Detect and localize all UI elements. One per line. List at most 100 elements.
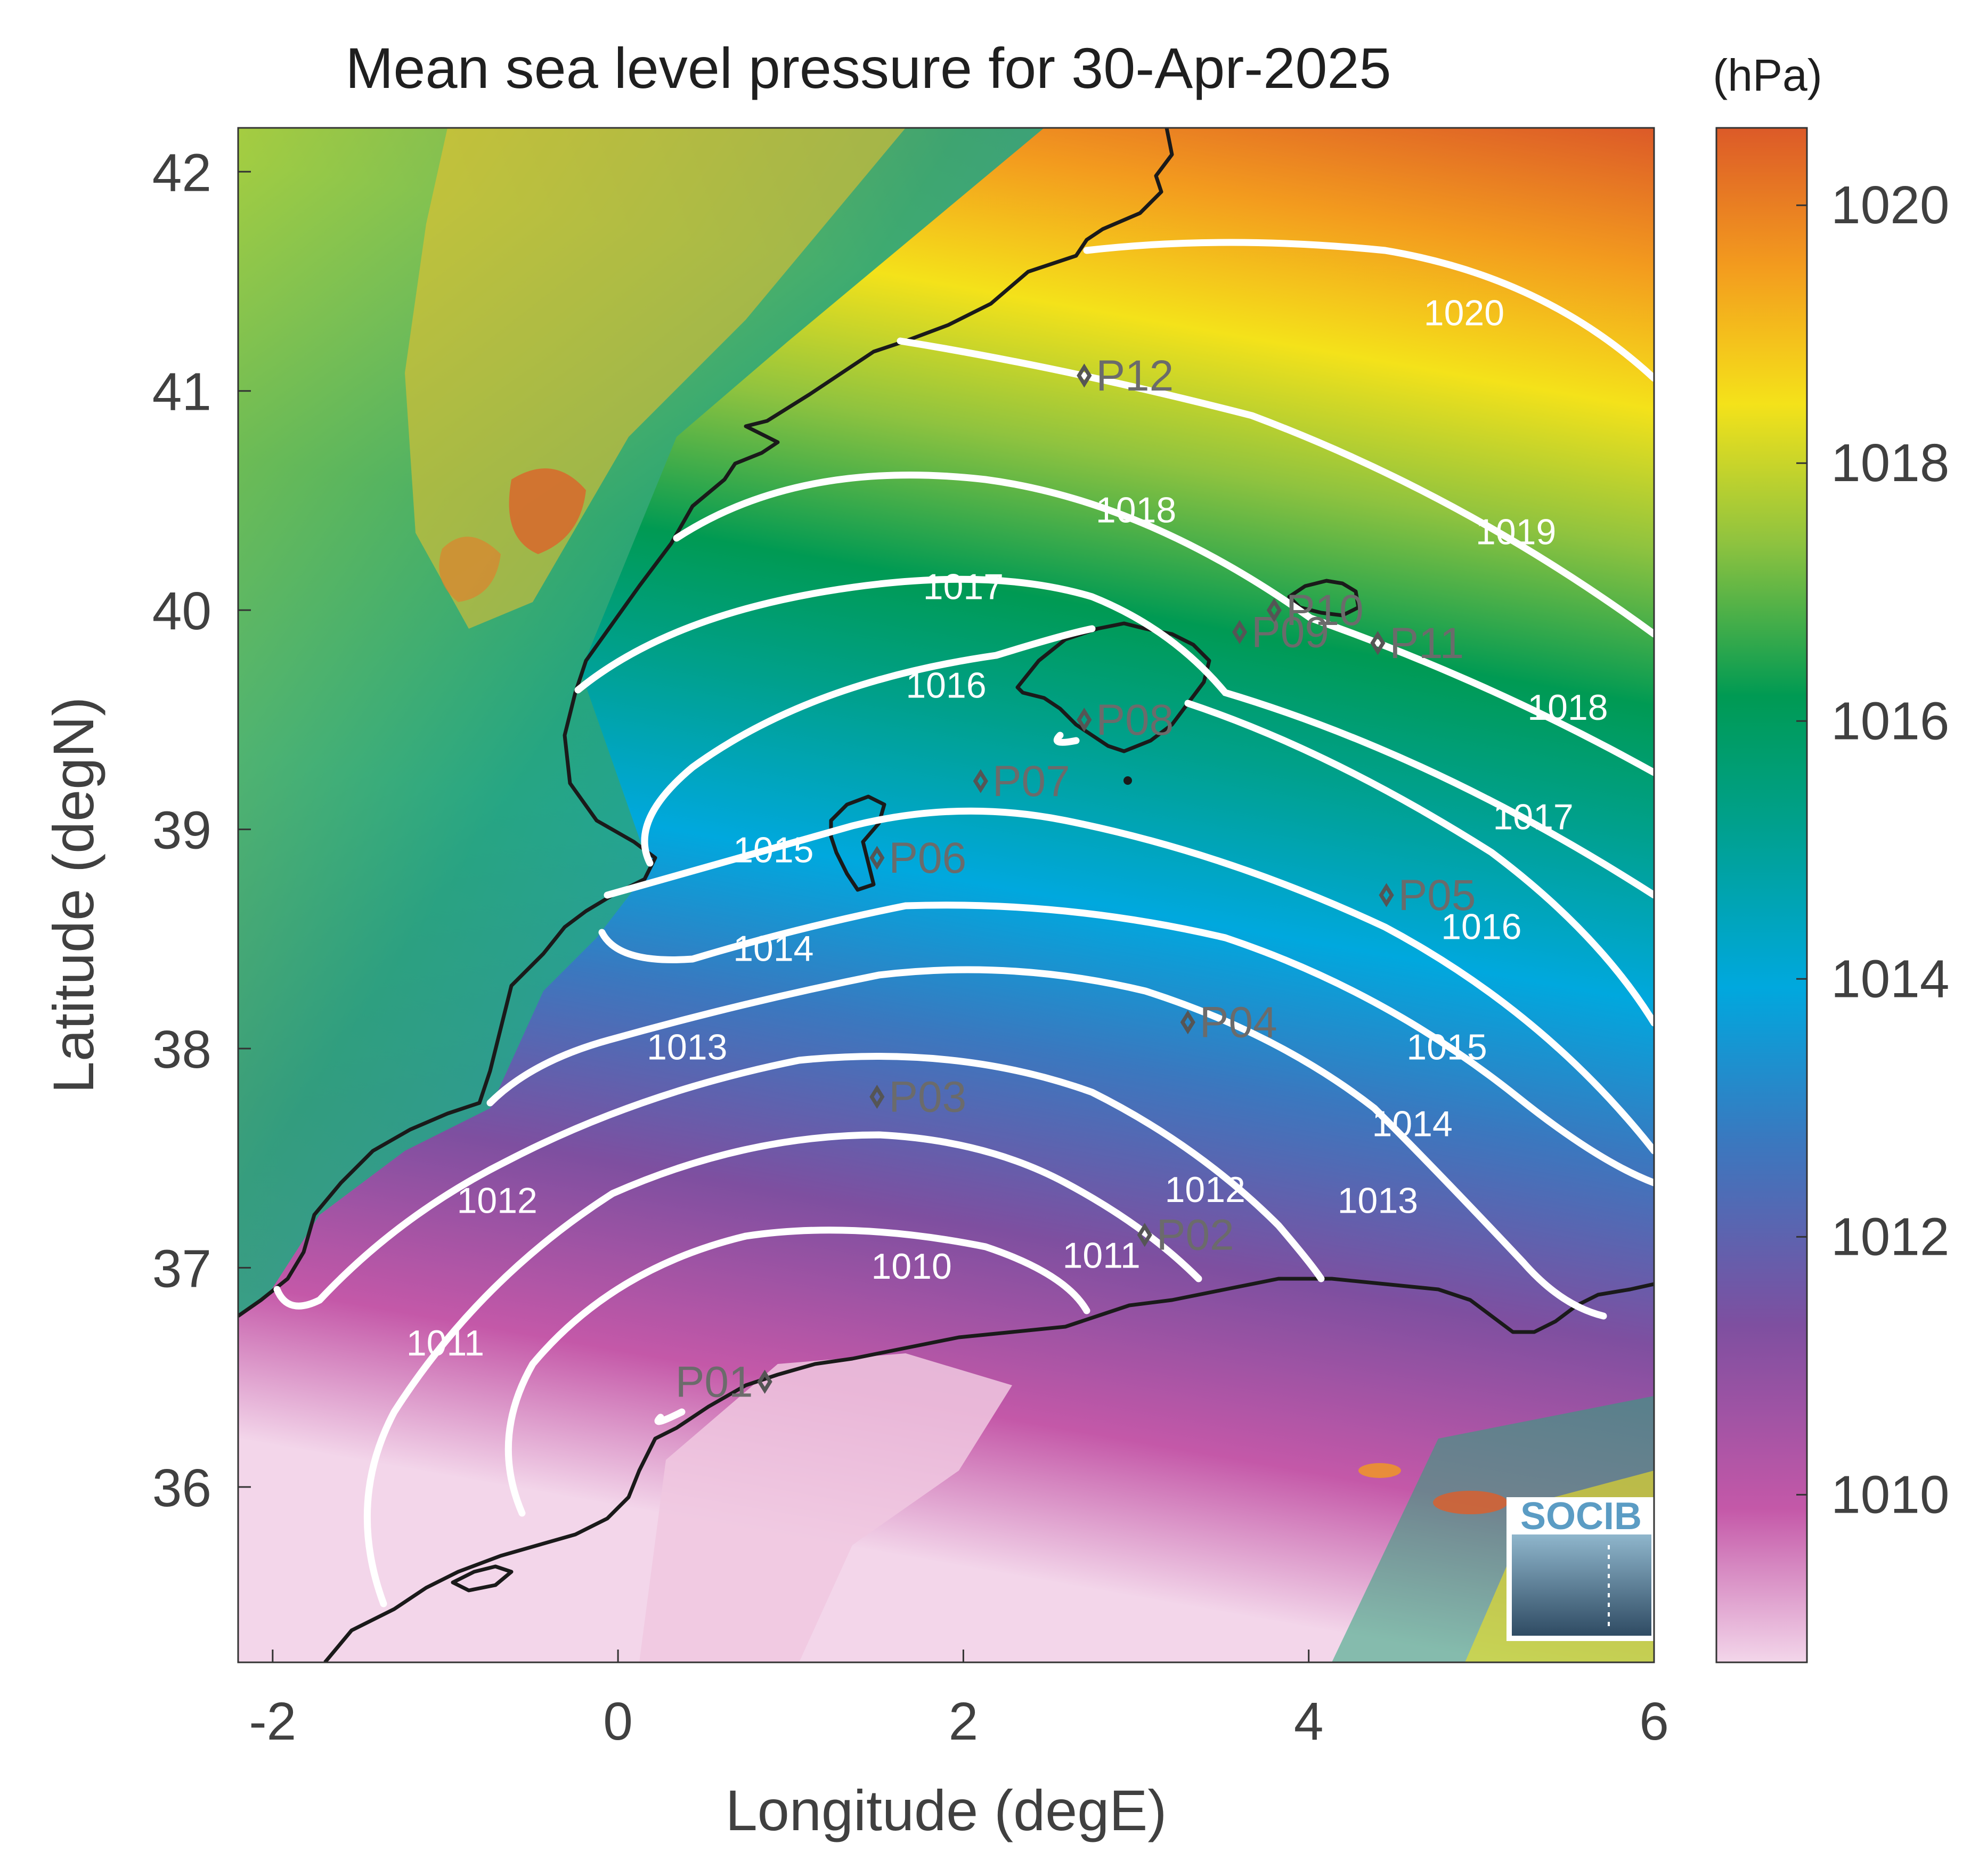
africa-coastline [323,1277,1654,1662]
station-p05[interactable]: P05 [1379,871,1476,920]
station-label: P04 [1200,998,1277,1047]
station-p12[interactable]: P12 [1077,352,1174,400]
socib-logo: SOCIB [1506,1495,1654,1641]
isobar-1019 [897,337,1654,638]
station-marker-icon [1266,598,1282,622]
high-terrain-patch [439,537,501,602]
y-tick-label: 40 [152,581,211,641]
africa-land-shading [639,1353,1012,1662]
isobar-label: 1014 [1372,1104,1453,1144]
isobar-1015 [604,807,1654,1155]
station-p07[interactable]: P07 [973,757,1070,806]
isobar-label: 1012 [457,1181,538,1221]
station-p08[interactable]: P08 [1077,696,1174,744]
station-label: P06 [889,834,966,882]
station-label: P07 [992,757,1070,806]
isobar-1018-north [673,472,1654,776]
alboran-island [451,1564,514,1593]
high-terrain-patch [509,468,586,554]
isobar-label: 1013 [647,1027,727,1068]
station-marker-icon [869,1084,885,1109]
terrain-hotspot [1433,1491,1508,1514]
x-axis-title: Longitude (degE) [726,1778,1167,1842]
y-tick-label: 41 [152,362,211,422]
isobar-label: 1018 [1527,687,1608,728]
station-p10[interactable]: P10 [1266,586,1364,635]
y-axis-ticks: 42 41 40 39 38 37 36 [152,143,251,1518]
plot-frame [237,127,1655,1663]
isobar-1016 [641,625,1654,1027]
colorbar-scale [1715,127,1808,1663]
x-tick-label: -2 [249,1692,296,1751]
map-title: Mean sea level pressure for 30-Apr-2025 [345,36,1391,100]
cabrera-island [1123,776,1132,785]
isobar-label: 1016 [1441,906,1521,947]
station-marker-icon [1232,620,1248,644]
isobar-label: 1018 [1096,490,1176,531]
station-marker-icon [973,769,988,793]
colorbar-tick-label: 1018 [1831,433,1949,493]
iberia-coastline [238,128,1174,1318]
colorbar-tick-label: 1012 [1831,1207,1949,1266]
station-p03[interactable]: P03 [869,1073,966,1122]
isobar-label: 1011 [406,1323,484,1363]
station-label: P09 [1251,608,1329,656]
colorbar-ticks: 1020 1018 1016 1014 1012 1010 [1796,175,1949,1524]
colorbar-tick-label: 1020 [1831,175,1949,235]
station-label: P08 [1096,696,1174,744]
x-tick-label: 4 [1294,1692,1324,1751]
station-label: P10 [1286,586,1364,635]
station-marker-icon [1077,363,1092,388]
isobar-label: 1020 [1424,293,1504,333]
x-tick-label: 2 [949,1692,979,1751]
station-p01[interactable]: P01 [675,1358,772,1406]
isobar-label: 1014 [733,928,813,969]
isobar-label: 1012 [1165,1170,1245,1210]
station-p04[interactable]: P04 [1180,998,1277,1047]
station-marker-icon [869,846,885,870]
ibiza-island [829,794,886,892]
socib-logo-text: SOCIB [1520,1495,1642,1538]
colorbar-tick-label: 1014 [1831,949,1949,1009]
isobar-label: 1010 [872,1246,952,1287]
station-p09[interactable]: P09 [1232,608,1329,656]
colorbar: 1020 1018 1016 1014 1012 1010 [1715,127,1949,1663]
menorca-island [1287,579,1361,618]
station-label: P11 [1389,619,1464,668]
station-marker-icon [1370,631,1386,655]
isobar-label: 1017 [1493,797,1573,838]
plot-area: SOCIB [238,128,1654,1662]
y-tick-label: 37 [152,1239,211,1298]
station-label: P02 [1157,1211,1234,1260]
x-tick-label: 0 [603,1692,633,1751]
station-label: P05 [1398,871,1476,920]
isobar-1013 [486,966,1607,1320]
isobar-label: 1017 [923,567,1004,607]
isobar-label: 1019 [1476,512,1556,553]
y-tick-label: 36 [152,1458,211,1518]
isobar-label: 1016 [906,665,986,706]
station-label: P01 [675,1358,753,1406]
station-label: P12 [1096,352,1174,400]
station-p06[interactable]: P06 [869,834,966,882]
contour-labels: 1020 1019 1018 1018 1017 1017 1016 1016 1015 1015… [406,293,1608,1363]
station-p11[interactable]: P11 [1370,619,1464,668]
colorbar-tick-label: 1010 [1831,1465,1949,1524]
station-marker-icon [757,1369,772,1394]
station-p02[interactable]: P02 [1137,1211,1234,1260]
terrain-hotspot [1358,1463,1401,1478]
y-tick-label: 38 [152,1020,211,1079]
station-marker-icon [1137,1223,1152,1247]
isobar-label: 1015 [733,830,813,870]
isobar-1014 [598,902,1654,1187]
station-marker-icon [1077,708,1092,732]
isobar-1017 [574,575,1654,899]
isobar-label: 1015 [1406,1027,1487,1068]
y-tick-label: 42 [152,143,211,202]
colorbar-units-label: (hPa) [1713,50,1822,100]
station-marker-icon [1379,883,1394,907]
station-marker-icon [1180,1010,1195,1035]
station-label: P03 [889,1073,966,1122]
